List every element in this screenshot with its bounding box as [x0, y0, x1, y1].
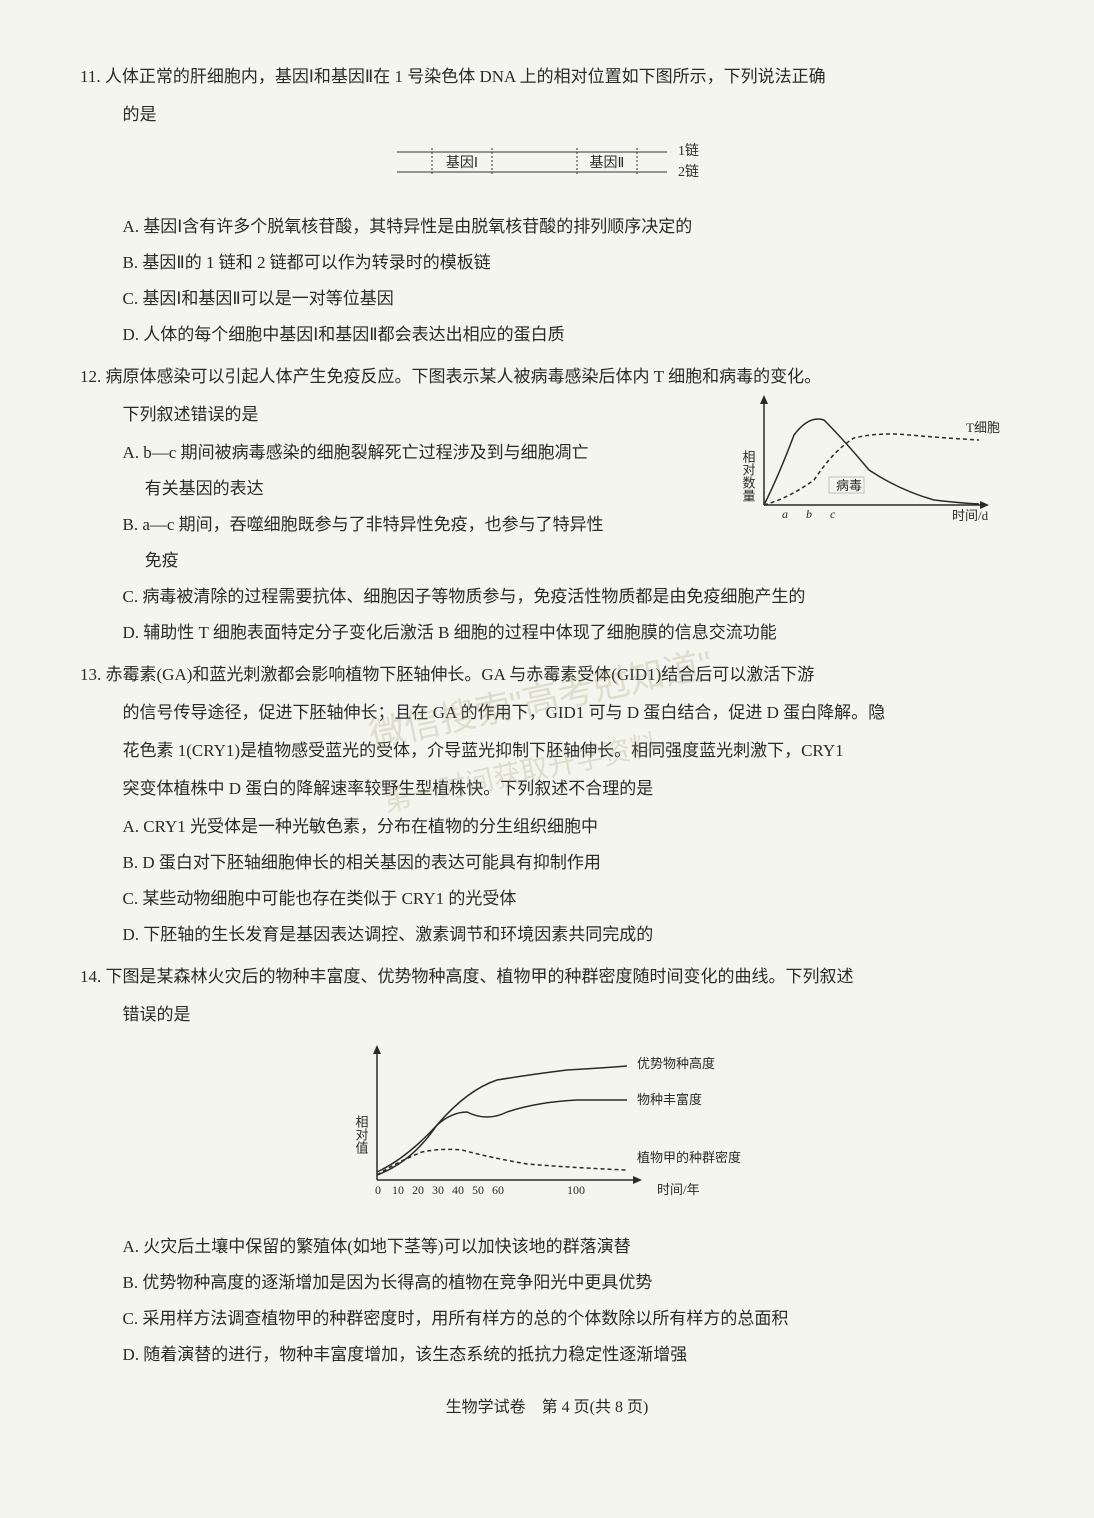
- q13-stem-4: 突变体植株中 D 蛋白的降解速率较野生型植株快。下列叙述不合理的是: [80, 772, 1014, 806]
- q12-ylabel: 相对数量: [741, 450, 756, 502]
- svg-text:20: 20: [412, 1183, 424, 1197]
- q12-option-c: C. 病毒被清除的过程需要抗体、细胞因子等物质参与，免疫活性物质都是由免疫细胞产…: [80, 580, 1014, 614]
- q13-stem-3: 花色素 1(CRY1)是植物感受蓝光的受体，介导蓝光抑制下胚轴伸长。相同强度蓝光…: [80, 734, 1014, 768]
- dna-diagram-svg: 基因Ⅰ 基因Ⅱ 1链 2链: [392, 140, 702, 190]
- q12-xlabel: 时间/d: [952, 508, 989, 523]
- q12-chart: 相对数量 病毒 T细胞 a b c 时间/d: [734, 390, 1014, 530]
- q11-option-c: C. 基因Ⅰ和基因Ⅱ可以是一对等位基因: [80, 282, 1014, 316]
- strand1-label: 1链: [678, 143, 699, 159]
- q11-option-d: D. 人体的每个细胞中基因Ⅰ和基因Ⅱ都会表达出相应的蛋白质: [80, 318, 1014, 352]
- q12-option-b-2: 免疫: [80, 544, 720, 578]
- q13-stem-1: 13. 赤霉素(GA)和蓝光刺激都会影响植物下胚轴伸长。GA 与赤霉素受体(GI…: [80, 658, 1014, 692]
- strand2-label: 2链: [678, 164, 699, 180]
- tcell-label: T细胞: [966, 420, 1000, 435]
- gene2-label: 基因Ⅱ: [590, 154, 625, 171]
- q14-option-c: C. 采用样方法调查植物甲的种群密度时，用所有样方的总的个体数除以所有样方的总面…: [80, 1302, 1014, 1336]
- q14-xlabel: 时间/年: [657, 1182, 700, 1197]
- q14-chart-svg: 相对值 优势物种高度 物种丰富度 植物甲的种群密度 0 10 20 30 40 …: [327, 1040, 767, 1210]
- q13-option-b: B. D 蛋白对下胚轴细胞伸长的相关基因的表达可能具有抑制作用: [80, 846, 1014, 880]
- q11-option-b: B. 基因Ⅱ的 1 链和 2 链都可以作为转录时的模板链: [80, 246, 1014, 280]
- curve3-label: 植物甲的种群密度: [637, 1150, 741, 1165]
- curve2-label: 物种丰富度: [637, 1092, 702, 1107]
- svg-text:0: 0: [375, 1183, 381, 1197]
- q11-option-a: A. 基因Ⅰ含有许多个脱氧核苷酸，其特异性是由脱氧核苷酸的排列顺序决定的: [80, 210, 1014, 244]
- q13-option-d: D. 下胚轴的生长发育是基因表达调控、激素调节和环境因素共同完成的: [80, 918, 1014, 952]
- svg-text:40: 40: [452, 1183, 464, 1197]
- svg-text:a: a: [782, 507, 788, 521]
- question-11: 11. 人体正常的肝细胞内，基因Ⅰ和基因Ⅱ在 1 号染色体 DNA 上的相对位置…: [80, 60, 1014, 352]
- q13-stem-2: 的信号传导途径，促进下胚轴伸长；且在 GA 的作用下，GID1 可与 D 蛋白结…: [80, 696, 1014, 730]
- q14-stem-1: 14. 下图是某森林火灾后的物种丰富度、优势物种高度、植物甲的种群密度随时间变化…: [80, 960, 1014, 994]
- q11-stem-2: 的是: [80, 98, 1014, 132]
- gene1-label: 基因Ⅰ: [446, 154, 478, 171]
- svg-text:30: 30: [432, 1183, 444, 1197]
- svg-text:10: 10: [392, 1183, 404, 1197]
- q14-option-d: D. 随着演替的进行，物种丰富度增加，该生态系统的抵抗力稳定性逐渐增强: [80, 1338, 1014, 1372]
- svg-text:50: 50: [472, 1183, 484, 1197]
- q14-ylabel: 相对值: [354, 1115, 369, 1155]
- q11-diagram: 基因Ⅰ 基因Ⅱ 1链 2链: [80, 140, 1014, 202]
- question-13: 13. 赤霉素(GA)和蓝光刺激都会影响植物下胚轴伸长。GA 与赤霉素受体(GI…: [80, 658, 1014, 952]
- q13-option-c: C. 某些动物细胞中可能也存在类似于 CRY1 的光受体: [80, 882, 1014, 916]
- q12-option-b-1: B. a—c 期间，吞噬细胞既参与了非特异性免疫，也参与了特异性: [80, 508, 720, 542]
- q13-option-a: A. CRY1 光受体是一种光敏色素，分布在植物的分生组织细胞中: [80, 810, 1014, 844]
- q14-stem-2: 错误的是: [80, 998, 1014, 1032]
- curve1-label: 优势物种高度: [637, 1056, 715, 1071]
- svg-text:100: 100: [567, 1183, 585, 1197]
- question-14: 14. 下图是某森林火灾后的物种丰富度、优势物种高度、植物甲的种群密度随时间变化…: [80, 960, 1014, 1372]
- q12-chart-svg: 相对数量 病毒 T细胞 a b c 时间/d: [734, 390, 1014, 530]
- q12-option-a-1: A. b—c 期间被病毒感染的细胞裂解死亡过程涉及到与细胞凋亡: [80, 436, 720, 470]
- svg-text:c: c: [830, 507, 836, 521]
- q12-option-d: D. 辅助性 T 细胞表面特定分子变化后激活 B 细胞的过程中体现了细胞膜的信息…: [80, 616, 1014, 650]
- svg-text:b: b: [806, 507, 812, 521]
- q11-stem-1: 11. 人体正常的肝细胞内，基因Ⅰ和基因Ⅱ在 1 号染色体 DNA 上的相对位置…: [80, 60, 1014, 94]
- q14-option-a: A. 火灾后土壤中保留的繁殖体(如地下茎等)可以加快该地的群落演替: [80, 1230, 1014, 1264]
- q12-stem-1: 12. 病原体感染可以引起人体产生免疫反应。下图表示某人被病毒感染后体内 T 细…: [80, 360, 1014, 394]
- question-12: 12. 病原体感染可以引起人体产生免疫反应。下图表示某人被病毒感染后体内 T 细…: [80, 360, 1014, 650]
- svg-text:60: 60: [492, 1183, 504, 1197]
- q14-chart: 相对值 优势物种高度 物种丰富度 植物甲的种群密度 0 10 20 30 40 …: [80, 1040, 1014, 1222]
- q12-option-a-2: 有关基因的表达: [80, 472, 720, 506]
- page-footer: 生物学试卷 第 4 页(共 8 页): [80, 1392, 1014, 1424]
- q14-option-b: B. 优势物种高度的逐渐增加是因为长得高的植物在竞争阳光中更具优势: [80, 1266, 1014, 1300]
- virus-label: 病毒: [836, 478, 862, 493]
